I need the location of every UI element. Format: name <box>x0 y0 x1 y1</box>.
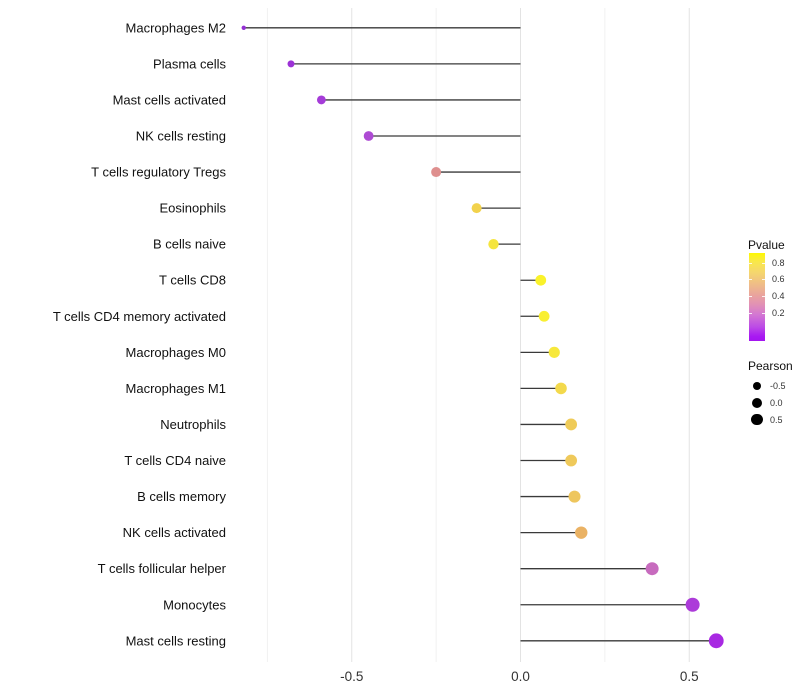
lollipop-dot <box>555 382 567 395</box>
y-axis-label: Mast cells resting <box>126 633 226 648</box>
y-axis-label: T cells CD4 naive <box>124 453 226 468</box>
y-axis-label: NK cells resting <box>136 128 226 143</box>
pvalue-colorbar-tickmark <box>762 279 765 280</box>
legend: Pvalue 0.8 0.6 0.4 0.2 Pearson -0.5 0.0 0.5 <box>744 238 800 448</box>
pearson-size-legend-row: -0.5 <box>748 377 786 394</box>
pearson-size-legend-row: 0.5 <box>748 411 783 428</box>
pearson-legend-title: Pearson <box>748 359 793 373</box>
pvalue-colorbar <box>749 253 765 341</box>
pvalue-legend-title: Pvalue <box>748 238 785 252</box>
y-axis-label: Eosinophils <box>160 201 227 216</box>
lollipop-dot <box>565 418 578 431</box>
lollipop-dot <box>471 203 482 214</box>
pvalue-colorbar-tick-label: 0.8 <box>772 258 785 268</box>
lollipop-dot <box>241 25 246 30</box>
pearson-size-legend-label: -0.5 <box>770 380 786 391</box>
lollipop-dot <box>431 167 442 178</box>
lollipop-dot <box>568 490 581 503</box>
pvalue-colorbar-tickmark <box>749 263 752 264</box>
y-axis-label: Macrophages M0 <box>126 345 226 360</box>
pearson-size-legend-dot <box>751 413 763 426</box>
lollipop-dot <box>565 454 578 467</box>
x-tick-label: -0.5 <box>340 669 363 684</box>
lollipop-dot <box>538 310 550 322</box>
y-axis-label: Macrophages M1 <box>126 381 226 396</box>
y-axis-label: NK cells activated <box>123 525 226 540</box>
chart-panel: -0.5 0.0 0.5 Macrophages M2 Plasma cells Mast… <box>53 8 724 684</box>
pvalue-colorbar-wrap: 0.8 0.6 0.4 0.2 <box>749 253 799 341</box>
pvalue-colorbar-tick-label: 0.4 <box>772 291 785 301</box>
pvalue-colorbar-tick-label: 0.6 <box>772 274 785 284</box>
pvalue-colorbar-tickmark <box>749 279 752 280</box>
lollipop-dot <box>708 633 724 649</box>
pearson-size-legend-dot <box>753 381 761 390</box>
y-axis-label: Macrophages M2 <box>126 20 226 35</box>
y-axis-label: T cells CD8 <box>159 273 226 288</box>
y-axis-label: T cells regulatory Tregs <box>91 165 226 180</box>
y-axis-label: Plasma cells <box>153 56 226 71</box>
pvalue-colorbar-tickmark <box>762 263 765 264</box>
lollipop-dot <box>316 95 326 105</box>
pvalue-colorbar-tickmark <box>762 313 765 314</box>
pearson-size-legend-label: 0.5 <box>770 414 783 425</box>
y-axis-label: Monocytes <box>163 597 226 612</box>
lollipop-dot <box>363 131 374 141</box>
pearson-size-legend-label: 0.0 <box>770 397 783 408</box>
pvalue-colorbar-tick-label: 0.2 <box>772 308 785 318</box>
y-axis-label: T cells CD4 memory activated <box>53 309 226 324</box>
y-axis-label: Neutrophils <box>160 417 226 432</box>
lollipop-dot <box>575 526 588 539</box>
pearson-size-legend-row: 0.0 <box>748 394 783 411</box>
lollipop-dot <box>548 346 560 358</box>
pvalue-colorbar-tickmark <box>749 313 752 314</box>
lollipop-dot <box>645 562 659 576</box>
lollipop-dot <box>535 274 547 286</box>
y-axis-label: Mast cells activated <box>113 92 226 107</box>
x-tick-label: 0.5 <box>680 669 699 684</box>
y-axis-label: B cells memory <box>137 489 226 504</box>
pvalue-colorbar-tickmark <box>749 296 752 297</box>
lollipop-dot <box>287 60 295 68</box>
x-tick-label: 0.0 <box>511 669 530 684</box>
pvalue-colorbar-tickmark <box>762 296 765 297</box>
y-axis-label: T cells follicular helper <box>98 561 227 576</box>
lollipop-dot <box>488 238 499 250</box>
lollipop-dot <box>685 597 700 612</box>
y-axis-label: B cells naive <box>153 237 226 252</box>
pearson-size-legend-dot <box>752 397 762 408</box>
